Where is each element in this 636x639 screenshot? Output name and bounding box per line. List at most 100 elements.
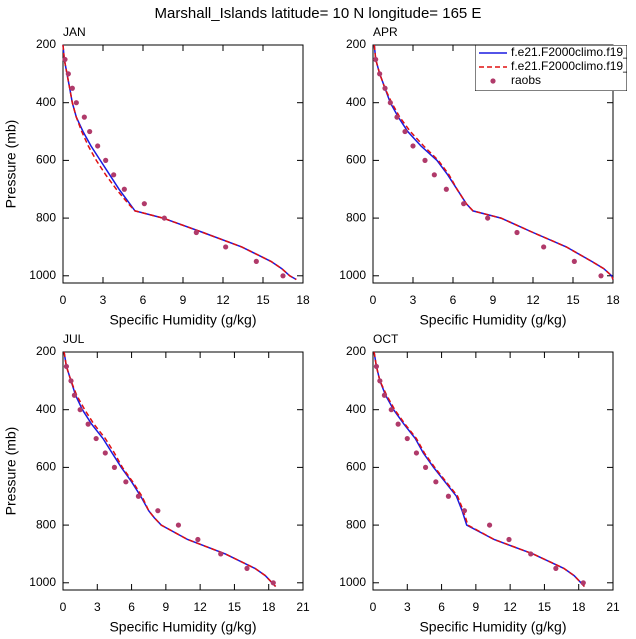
obs-point <box>155 508 161 514</box>
x-tick-label: 12 <box>193 600 207 614</box>
obs-point <box>280 273 286 279</box>
plot-frame <box>62 351 304 591</box>
panel-title: JAN <box>63 25 86 39</box>
obs-point <box>553 565 559 571</box>
y-tick-label: 400 <box>346 402 366 416</box>
x-tick-label: 15 <box>256 293 270 307</box>
y-tick-label: 200 <box>36 37 56 51</box>
x-tick-label: 21 <box>606 600 620 614</box>
obs-point <box>111 172 117 178</box>
profile-line <box>373 44 614 280</box>
legend-marker <box>490 78 496 84</box>
obs-point <box>387 100 393 106</box>
panel-title: JUL <box>63 332 85 346</box>
obs-point <box>81 114 87 120</box>
plot-frame <box>62 44 304 284</box>
obs-point <box>63 363 70 370</box>
y-tick-label: 600 <box>36 460 56 474</box>
panel: JUL 0 3 6 9 12 15 18 21 200 400 600 800 1000 Specific … <box>3 332 310 635</box>
obs-point <box>402 128 408 135</box>
y-tick-label: 200 <box>36 344 56 358</box>
panel-title: APR <box>373 25 398 39</box>
x-tick-label: 3 <box>100 293 107 307</box>
y-tick-label: 1000 <box>29 268 56 282</box>
x-tick-label: 0 <box>370 293 377 307</box>
x-tick-label: 9 <box>490 293 497 307</box>
y-tick-label: 800 <box>36 517 56 531</box>
panel-title: OCT <box>373 332 399 346</box>
x-axis-label: Specific Humidity (g/kg) <box>419 312 566 328</box>
panel: JAN 0 3 6 9 12 15 18 200 400 600 800 1000 Specific Hu… <box>3 25 310 328</box>
obs-point <box>73 100 79 106</box>
plot-frame <box>372 351 614 591</box>
profile-line <box>373 351 585 588</box>
obs-point <box>68 378 74 384</box>
obs-point <box>571 258 577 264</box>
legend-label: raobs <box>511 73 541 87</box>
y-tick-label: 200 <box>346 37 366 51</box>
panel: OCT 0 3 6 9 12 15 18 21 200 400 600 800 1000 Specific … <box>339 332 620 635</box>
legend-label: f.e21.F2000climo.f19_ <box>511 59 630 73</box>
obs-point <box>541 244 547 250</box>
obs-point <box>69 85 75 91</box>
obs-point <box>461 508 468 514</box>
obs-point <box>377 71 383 77</box>
obs-point <box>85 421 91 427</box>
obs-point <box>62 56 68 63</box>
obs-point <box>102 450 108 456</box>
obs-point <box>123 479 129 485</box>
obs-point <box>65 71 71 77</box>
obs-point <box>373 56 379 63</box>
y-axis-label: Pressure (mb) <box>3 427 19 516</box>
profile-line <box>63 351 277 588</box>
obs-point <box>485 215 491 221</box>
obs-point <box>404 435 410 442</box>
x-tick-label: 15 <box>538 600 552 614</box>
x-tick-label: 18 <box>262 600 276 614</box>
y-tick-label: 1000 <box>339 268 366 282</box>
x-tick-label: 18 <box>606 293 620 307</box>
obs-point <box>506 536 512 543</box>
y-tick-label: 800 <box>346 210 366 224</box>
obs-point <box>161 215 167 221</box>
panel: APR 0 3 6 9 12 15 18 200 400 600 800 1000 Specific Hu… <box>339 25 620 328</box>
obs-point <box>461 201 467 207</box>
x-tick-label: 3 <box>94 600 101 614</box>
x-tick-label: 12 <box>503 600 517 614</box>
obs-point <box>410 143 416 149</box>
obs-point <box>270 580 276 586</box>
obs-point <box>486 522 493 528</box>
obs-point <box>141 201 147 207</box>
obs-point <box>395 421 401 427</box>
legend: f.e21.F2000climo.f19_f.e21.F2000climo.f1… <box>475 45 630 91</box>
x-tick-label: 12 <box>216 293 230 307</box>
obs-point <box>528 551 534 557</box>
obs-point <box>195 536 201 543</box>
y-tick-label: 400 <box>36 95 56 109</box>
obs-point <box>413 450 420 456</box>
obs-point <box>388 407 394 413</box>
y-tick-label: 600 <box>346 153 366 167</box>
obs-point <box>433 479 439 485</box>
x-tick-label: 6 <box>438 600 445 614</box>
x-axis-label: Specific Humidity (g/kg) <box>109 312 256 328</box>
x-tick-label: 0 <box>370 600 377 614</box>
obs-point <box>580 580 586 586</box>
x-tick-label: 18 <box>572 600 586 614</box>
x-tick-label: 3 <box>404 600 411 614</box>
obs-point <box>175 522 182 528</box>
obs-point <box>381 392 388 398</box>
y-tick-label: 600 <box>36 153 56 167</box>
x-tick-label: 0 <box>60 293 67 307</box>
obs-point <box>71 392 78 398</box>
obs-point <box>77 407 83 413</box>
x-axis-label: Specific Humidity (g/kg) <box>419 619 566 635</box>
obs-point <box>253 258 259 264</box>
y-tick-label: 1000 <box>29 575 56 589</box>
x-tick-label: 18 <box>296 293 310 307</box>
obs-point <box>445 493 452 499</box>
y-tick-label: 1000 <box>339 575 366 589</box>
obs-point <box>87 128 93 135</box>
y-tick-label: 400 <box>36 402 56 416</box>
x-axis-label: Specific Humidity (g/kg) <box>109 619 256 635</box>
